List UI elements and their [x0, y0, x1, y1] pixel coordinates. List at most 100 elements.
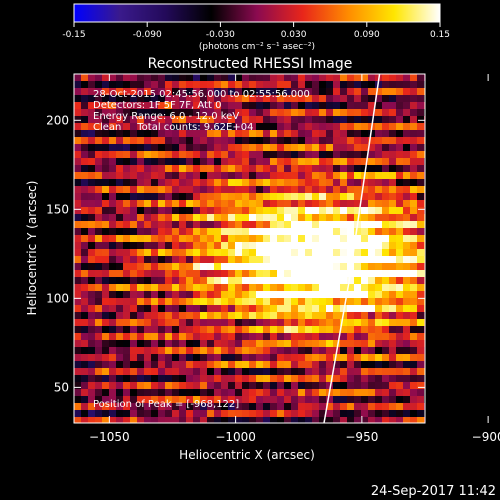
heatmap-cell [277, 270, 285, 278]
heatmap-cell [88, 109, 96, 117]
heatmap-cell [179, 179, 187, 187]
heatmap-cell [179, 137, 187, 145]
heatmap-cell [312, 368, 320, 376]
heatmap-cell [221, 249, 229, 257]
heatmap-cell [221, 130, 229, 138]
heatmap-cell [263, 410, 271, 418]
heatmap-cell [214, 207, 222, 215]
heatmap-cell [221, 144, 229, 152]
heatmap-cell [319, 319, 327, 327]
heatmap-cell [361, 291, 369, 299]
heatmap-cell [361, 389, 369, 397]
heatmap-cell [326, 116, 334, 124]
heatmap-cell [277, 123, 285, 131]
heatmap-cell [102, 333, 110, 341]
heatmap-cell [410, 284, 418, 292]
heatmap-cell [319, 214, 327, 222]
heatmap-cell [81, 375, 89, 383]
heatmap-cell [151, 109, 159, 117]
heatmap-cell [95, 88, 103, 96]
heatmap-cell [291, 130, 299, 138]
heatmap-cell [347, 403, 355, 411]
heatmap-cell [151, 221, 159, 229]
heatmap-cell [123, 284, 131, 292]
heatmap-cell [158, 102, 166, 110]
heatmap-cell [270, 354, 278, 362]
heatmap-cell [382, 95, 390, 103]
heatmap-cell [389, 340, 397, 348]
heatmap-cell [130, 228, 138, 236]
heatmap-cell [200, 158, 208, 166]
heatmap-cell [242, 249, 250, 257]
heatmap-cell [340, 95, 348, 103]
heatmap-cell [256, 298, 264, 306]
heatmap-cell [403, 284, 411, 292]
heatmap-cell [403, 116, 411, 124]
heatmap-cell [172, 137, 180, 145]
heatmap-cell [242, 417, 250, 423]
heatmap-cell [333, 354, 341, 362]
heatmap-cell [123, 151, 131, 159]
heatmap-cell [151, 144, 159, 152]
heatmap-cell [228, 151, 236, 159]
heatmap-cell [319, 389, 327, 397]
heatmap-cell [389, 228, 397, 236]
heatmap-cell [354, 242, 362, 250]
heatmap-cell [340, 333, 348, 341]
heatmap-cell [249, 109, 257, 117]
heatmap-cell [368, 368, 376, 376]
heatmap-cell [396, 151, 404, 159]
heatmap-cell [263, 319, 271, 327]
heatmap-cell [116, 291, 124, 299]
heatmap-cell [263, 242, 271, 250]
heatmap-cell [396, 375, 404, 383]
heatmap-cell [249, 410, 257, 418]
heatmap-cell [347, 389, 355, 397]
heatmap-cell [298, 270, 306, 278]
heatmap-cell [165, 354, 173, 362]
heatmap-cell [74, 368, 82, 376]
heatmap-cell [144, 158, 152, 166]
heatmap-cell [305, 123, 313, 131]
heatmap-cell [102, 214, 110, 222]
x-tick-label: −1000 [215, 430, 256, 444]
heatmap-cell [179, 235, 187, 243]
heatmap-cell [354, 340, 362, 348]
heatmap-cell [109, 165, 117, 173]
heatmap-cell [249, 137, 257, 145]
heatmap-cell [410, 291, 418, 299]
heatmap-cell [368, 347, 376, 355]
heatmap-cell [347, 375, 355, 383]
heatmap-cell [284, 375, 292, 383]
heatmap-cell [137, 214, 145, 222]
heatmap-cell [410, 368, 418, 376]
heatmap-cell [256, 235, 264, 243]
heatmap-cell [368, 165, 376, 173]
heatmap-cell [417, 312, 425, 320]
heatmap-cell [403, 263, 411, 271]
heatmap-cell [319, 333, 327, 341]
heatmap-cell [123, 186, 131, 194]
heatmap-cell [179, 186, 187, 194]
heatmap-cell [396, 207, 404, 215]
heatmap-cell [368, 417, 376, 423]
heatmap-cell [221, 417, 229, 423]
heatmap-cell [312, 186, 320, 194]
heatmap-cell [179, 291, 187, 299]
heatmap-cell [158, 74, 166, 82]
heatmap-cell [207, 403, 215, 411]
heatmap-cell [116, 277, 124, 285]
heatmap-cell [333, 305, 341, 313]
heatmap-cell [242, 221, 250, 229]
heatmap-cell [102, 312, 110, 320]
heatmap-cell [263, 298, 271, 306]
heatmap-cell [263, 193, 271, 201]
heatmap-cell [179, 326, 187, 334]
heatmap-cell [88, 333, 96, 341]
heatmap-cell [270, 305, 278, 313]
heatmap-cell [298, 81, 306, 89]
heatmap-cell [207, 382, 215, 390]
heatmap-cell [249, 242, 257, 250]
heatmap-cell [228, 396, 236, 404]
heatmap-cell [88, 186, 96, 194]
